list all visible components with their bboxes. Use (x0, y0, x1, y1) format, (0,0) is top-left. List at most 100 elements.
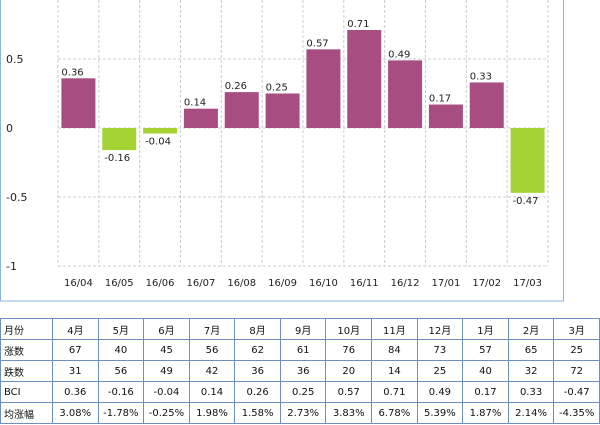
table-cell: 8月 (234, 318, 281, 340)
table-cell: 0.17 (462, 381, 509, 403)
y-tick-label: -0.5 (6, 191, 27, 204)
table-cell: 14 (371, 360, 418, 382)
table-cell: -1.78% (97, 402, 145, 424)
data-label: -0.04 (145, 137, 171, 148)
table-cell: 56 (188, 339, 236, 361)
table-cell: 84 (371, 339, 418, 361)
table-cell: -0.47 (553, 381, 600, 403)
data-label: 0.14 (184, 98, 206, 109)
data-label: 0.17 (429, 94, 451, 105)
table-cell: 2.14% (507, 402, 555, 424)
bar (183, 108, 218, 128)
bar (224, 92, 259, 128)
table-cell: 2.73% (279, 402, 327, 424)
table-cell: 6.78% (371, 402, 418, 424)
data-label: 0.36 (61, 67, 83, 78)
table-cell: 1月 (462, 318, 509, 340)
data-label: -0.47 (513, 196, 539, 207)
table-cell: 61 (279, 339, 327, 361)
table-cell: 42 (188, 360, 236, 382)
row-label: 均涨幅 (0, 402, 53, 424)
bar (265, 93, 300, 128)
x-tick-label: 16/11 (350, 278, 379, 289)
table-row: 均涨幅 3.08% -1.78% -0.25% 1.98% 1.58% 2.73% 3.83%… (0, 402, 600, 424)
x-tick-label: 16/05 (105, 278, 134, 289)
x-tick-label: 17/02 (472, 278, 501, 289)
x-tick-label: 16/09 (268, 278, 297, 289)
table-cell: 5.39% (416, 402, 464, 424)
bar (388, 60, 423, 128)
table-cell: 20 (325, 360, 373, 382)
table-row: 跌数 31 56 49 42 36 36 20 14 25 40 32 72 (0, 360, 600, 382)
monthly-stats-table: 月份 4月 5月 6月 7月 8月 9月 10月 11月 12月 1月 2月 3月 涨数 67 40 45 56 6… (0, 318, 600, 424)
table-cell: 3.08% (52, 402, 99, 424)
x-tick-label: 17/03 (513, 278, 542, 289)
data-label: -0.16 (104, 153, 130, 164)
table-cell: 76 (325, 339, 373, 361)
table-cell: 3月 (553, 318, 600, 340)
table-cell: 1.87% (462, 402, 509, 424)
table-cell: 7月 (188, 318, 236, 340)
bar (102, 128, 137, 151)
table-cell: 45 (143, 339, 190, 361)
table-cell: 57 (462, 339, 509, 361)
table-cell: 5月 (97, 318, 145, 340)
table-cell: -4.35% (553, 402, 600, 424)
row-label: 涨数 (0, 339, 53, 361)
table-cell: -0.04 (143, 381, 190, 403)
x-tick-label: 16/04 (64, 278, 93, 289)
table-cell: 12月 (416, 318, 464, 340)
table-cell: 4月 (52, 318, 99, 340)
bar-chart: 0.5 0 -0.5 -1 0.36 16/04 -0.16 16/05 -0.04 16/06 0… (0, 0, 564, 302)
bar (61, 78, 96, 128)
data-label: 0.71 (347, 19, 369, 30)
data-label: 0.25 (266, 83, 288, 94)
table-cell: 0.33 (507, 381, 555, 403)
chart-frame (0, 0, 564, 302)
bar (469, 82, 504, 128)
table-cell: 49 (143, 360, 190, 382)
data-label: 0.49 (388, 49, 410, 60)
x-tick-label: 16/08 (227, 278, 256, 289)
table-cell: 36 (234, 360, 281, 382)
table-row: BCI 0.36 -0.16 -0.04 0.14 0.26 0.25 0.57 0.71 0.4… (0, 381, 600, 403)
table-cell: 62 (234, 339, 281, 361)
table-header-row: 月份 4月 5月 6月 7月 8月 9月 10月 11月 12月 1月 2月 3月 (0, 318, 600, 340)
table-cell: 36 (279, 360, 327, 382)
bar-chart-svg: 0.5 0 -0.5 -1 0.36 16/04 -0.16 16/05 -0.04 16/06 0… (0, 0, 564, 302)
bar (306, 49, 341, 129)
table-cell: 40 (462, 360, 509, 382)
row-label: 月份 (0, 318, 53, 340)
table-cell: 25 (416, 360, 464, 382)
table-cell: 31 (52, 360, 99, 382)
table-cell: 2月 (507, 318, 555, 340)
table-cell: 11月 (371, 318, 418, 340)
table-cell: -0.16 (97, 381, 145, 403)
table-cell: 3.83% (325, 402, 373, 424)
table-cell: 32 (507, 360, 555, 382)
row-label: 跌数 (0, 360, 53, 382)
row-label: BCI (0, 381, 53, 403)
table-cell: 0.36 (52, 381, 99, 403)
table-cell: 67 (52, 339, 99, 361)
table-cell: 6月 (143, 318, 190, 340)
data-label: 0.57 (306, 38, 328, 49)
x-tick-label: 16/12 (391, 278, 420, 289)
table-cell: 9月 (279, 318, 327, 340)
table-cell: 0.26 (234, 381, 281, 403)
bar (428, 104, 463, 128)
table-cell: 0.71 (371, 381, 418, 403)
table-cell: 25 (553, 339, 600, 361)
table-cell: 40 (97, 339, 145, 361)
table-cell: 73 (416, 339, 464, 361)
x-tick-label: 16/07 (187, 278, 216, 289)
y-tick-label: 0.5 (6, 53, 24, 66)
x-tick-label: 16/10 (309, 278, 338, 289)
table-cell: 0.57 (325, 381, 373, 403)
data-label: 0.33 (470, 71, 492, 82)
bar (347, 30, 382, 128)
table-cell: 1.58% (234, 402, 281, 424)
table-cell: 65 (507, 339, 555, 361)
stats-table-body: 月份 4月 5月 6月 7月 8月 9月 10月 11月 12月 1月 2月 3月 涨数 67 40 45 56 6… (0, 318, 600, 424)
table-cell: 0.25 (279, 381, 327, 403)
